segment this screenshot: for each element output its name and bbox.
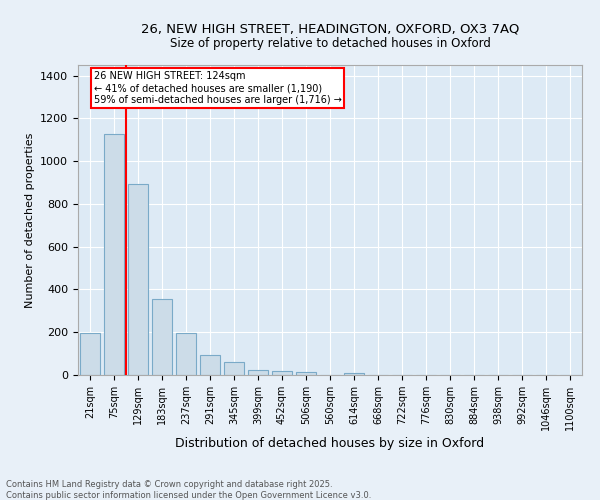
Bar xyxy=(248,370,268,375)
Bar xyxy=(272,371,292,375)
Bar xyxy=(296,372,316,375)
Bar xyxy=(152,299,172,375)
Bar xyxy=(200,356,220,375)
Y-axis label: Number of detached properties: Number of detached properties xyxy=(25,132,35,308)
Text: Contains HM Land Registry data © Crown copyright and database right 2025.
Contai: Contains HM Land Registry data © Crown c… xyxy=(6,480,371,500)
Bar xyxy=(224,362,244,375)
Bar xyxy=(344,373,364,375)
X-axis label: Distribution of detached houses by size in Oxford: Distribution of detached houses by size … xyxy=(175,437,485,450)
Bar xyxy=(80,333,100,375)
Text: 26 NEW HIGH STREET: 124sqm
← 41% of detached houses are smaller (1,190)
59% of s: 26 NEW HIGH STREET: 124sqm ← 41% of deta… xyxy=(94,72,341,104)
Bar xyxy=(128,184,148,375)
Bar xyxy=(104,134,124,375)
Text: Size of property relative to detached houses in Oxford: Size of property relative to detached ho… xyxy=(170,38,490,51)
Bar xyxy=(176,333,196,375)
Text: 26, NEW HIGH STREET, HEADINGTON, OXFORD, OX3 7AQ: 26, NEW HIGH STREET, HEADINGTON, OXFORD,… xyxy=(141,22,519,36)
